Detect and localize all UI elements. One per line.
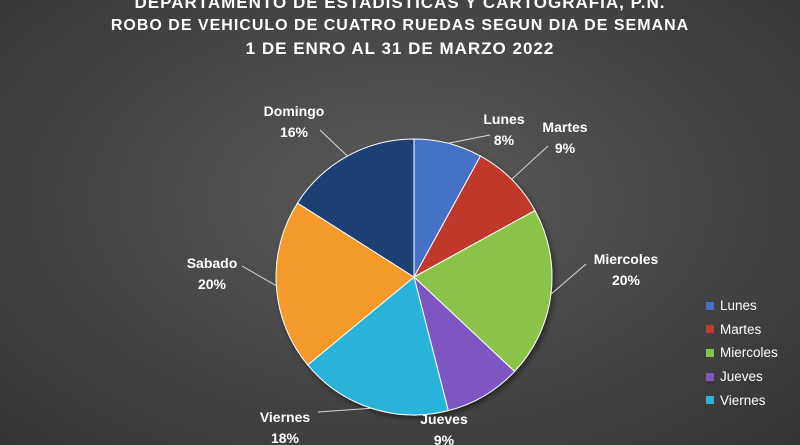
leader-line-lunes bbox=[448, 134, 491, 144]
slice-value-sabado: 20% bbox=[198, 276, 227, 292]
leader-line-sabado bbox=[241, 265, 277, 287]
legend-item-martes: Martes bbox=[706, 318, 778, 342]
legend-label-martes: Martes bbox=[720, 321, 762, 337]
legend-swatch-martes bbox=[706, 325, 714, 334]
slice-value-miercoles: 20% bbox=[612, 272, 641, 288]
slice-value-domingo: 16% bbox=[280, 124, 309, 140]
slice-value-lunes: 8% bbox=[494, 132, 515, 148]
leader-line-viernes bbox=[317, 407, 372, 413]
chart-legend: Lunes Martes Miercoles Jueves Viernes bbox=[706, 294, 778, 412]
legend-item-jueves: Jueves bbox=[706, 365, 778, 389]
legend-label-miercoles: Miercoles bbox=[720, 345, 778, 361]
chart-title: DEPARTAMENTO DE ESTADISTICAS Y CARTOGRAF… bbox=[0, 0, 800, 60]
legend-swatch-lunes bbox=[706, 301, 714, 310]
slice-label-miercoles: Miercoles bbox=[594, 251, 659, 267]
slice-label-domingo: Domingo bbox=[264, 103, 325, 119]
slice-label-lunes: Lunes bbox=[483, 111, 524, 127]
legend-swatch-viernes bbox=[706, 396, 714, 405]
legend-item-viernes: Viernes bbox=[706, 388, 778, 412]
legend-label-jueves: Jueves bbox=[720, 369, 763, 385]
slice-label-martes: Martes bbox=[542, 119, 587, 135]
legend-item-miercoles: Miercoles bbox=[706, 341, 778, 365]
slice-value-viernes: 18% bbox=[271, 430, 300, 445]
title-line-2: ROBO DE VEHICULO DE CUATRO RUEDAS SEGUN … bbox=[110, 17, 690, 34]
slice-label-jueves: Jueves bbox=[420, 411, 468, 427]
leader-line-domingo bbox=[319, 129, 348, 157]
slice-label-viernes: Viernes bbox=[260, 409, 311, 425]
title-line-3: 1 DE ENRO AL 31 DE MARZO 2022 bbox=[245, 39, 555, 58]
leader-line-miercoles bbox=[550, 263, 587, 295]
legend-label-viernes: Viernes bbox=[720, 392, 766, 408]
title-line-1: DEPARTAMENTO DE ESTADISTICAS Y CARTOGRAF… bbox=[134, 0, 666, 12]
legend-swatch-miercoles bbox=[706, 348, 714, 357]
slice-label-sabado: Sabado bbox=[187, 255, 238, 271]
slice-value-jueves: 9% bbox=[434, 432, 455, 445]
leader-line-martes bbox=[511, 145, 549, 180]
legend-item-lunes: Lunes bbox=[706, 294, 778, 318]
legend-label-lunes: Lunes bbox=[720, 298, 757, 314]
pie-slice-domingo bbox=[296, 138, 415, 278]
legend-swatch-jueves bbox=[706, 372, 714, 381]
slice-value-martes: 9% bbox=[555, 140, 576, 156]
